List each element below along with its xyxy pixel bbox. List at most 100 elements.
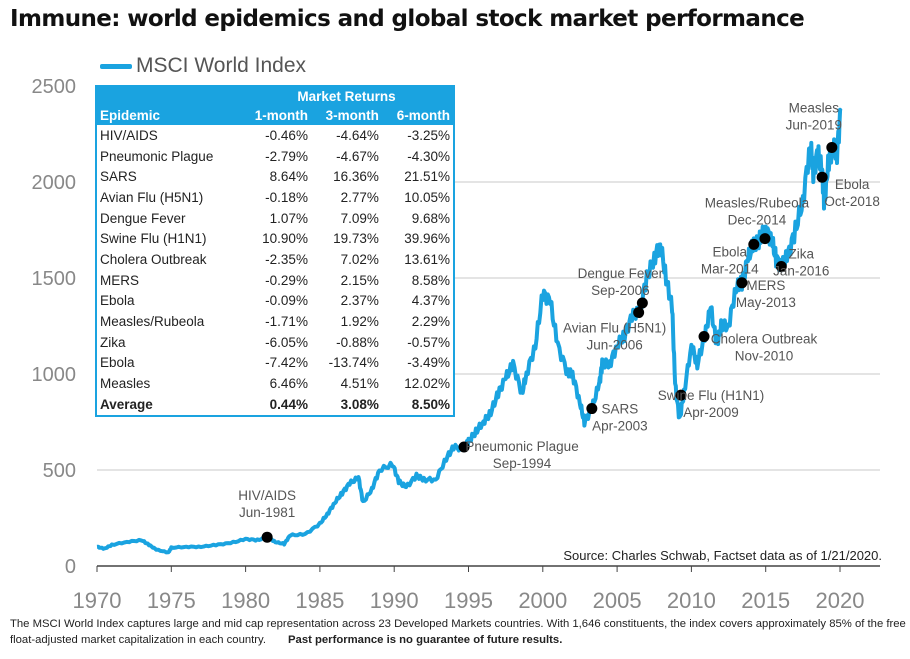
msci-world-index-line (96, 107, 843, 555)
epidemic-cell: SARS (100, 169, 137, 185)
legend: MSCI World Index (100, 54, 306, 78)
event-date: May-2013 (736, 295, 796, 310)
epidemic-cell: MERS (100, 272, 140, 288)
event-label: SARS (601, 402, 638, 417)
return-cell: 7.02% (340, 251, 379, 267)
return-cell: -0.88% (336, 334, 379, 350)
event-marker (261, 531, 273, 543)
return-cell: -4.64% (336, 127, 379, 143)
epidemic-cell: Cholera Outbreak (100, 251, 207, 267)
legend-label: MSCI World Index (136, 54, 306, 77)
event-marker (748, 238, 760, 250)
epidemic-cell: Average (100, 396, 153, 412)
return-cell: -7.42% (265, 355, 308, 371)
event-date: Mar-2014 (701, 261, 759, 276)
return-cell: -1.71% (265, 314, 308, 330)
epidemic-cell: Dengue Fever (100, 210, 186, 226)
chart-title: Immune: world epidemics and global stock… (10, 6, 805, 32)
x-tick-label: 1970 (73, 588, 122, 613)
table-row: SARS 8.64% 16.36% 21.51% (96, 166, 454, 187)
return-cell: 16.36% (333, 169, 379, 185)
return-cell: 8.64% (269, 169, 308, 185)
event-marker (826, 141, 838, 153)
event-date: Apr-2009 (683, 405, 739, 420)
return-cell: 21.51% (404, 169, 450, 185)
return-cell: 1.92% (340, 314, 379, 330)
event-label: Measles (789, 100, 840, 115)
event-marker (675, 389, 687, 401)
column-header: 1-month (240, 106, 311, 125)
return-cell: -0.09% (265, 293, 308, 309)
return-cell: -0.46% (265, 127, 308, 143)
x-tick-label: 2000 (518, 588, 567, 613)
event-date: Dec-2014 (728, 213, 787, 228)
epidemic-cell: Ebola (100, 293, 135, 309)
event-date: Oct-2018 (824, 194, 880, 209)
table-row: Cholera Outbreak -2.35% 7.02% 13.61% (96, 249, 454, 270)
event-marker (759, 233, 771, 245)
return-cell: -4.30% (407, 148, 450, 164)
return-cell: -0.29% (265, 272, 308, 288)
return-cell: 13.61% (404, 251, 450, 267)
table-row: Avian Flu (H5N1) -0.18% 2.77% 10.05% (96, 187, 454, 208)
epidemic-cell: Zika (100, 334, 126, 350)
x-tick-label: 1980 (221, 588, 270, 613)
event-marker (636, 297, 648, 309)
return-cell: 12.02% (404, 376, 450, 392)
epidemic-cell: HIV/AIDS (100, 127, 158, 143)
source-note: Source: Charles Schwab, Factset data as … (563, 548, 882, 563)
return-cell: -0.57% (407, 334, 450, 350)
table-row: HIV/AIDS -0.46% -4.64% -3.25% (96, 125, 454, 146)
y-tick-label: 1500 (32, 268, 77, 290)
event-date: Jan-2016 (773, 263, 829, 278)
x-tick-label: 2010 (667, 588, 716, 613)
y-tick-label: 0 (65, 556, 76, 578)
event-marker (458, 441, 470, 453)
column-header: Epidemic (96, 106, 241, 125)
x-tick-label: 1995 (444, 588, 493, 613)
return-cell: -3.49% (407, 355, 450, 371)
y-tick-label: 500 (43, 460, 76, 482)
x-tick-label: 2005 (593, 588, 642, 613)
event-date: Sep-1994 (493, 456, 552, 471)
table-row: MERS -0.29% 2.15% 8.58% (96, 270, 454, 291)
footnote-text: The MSCI World Index captures large and … (10, 618, 906, 646)
x-tick-label: 2020 (816, 588, 865, 613)
return-cell: -6.05% (265, 334, 308, 350)
event-marker (736, 277, 748, 289)
average-row: Average 0.44% 3.08% 8.50% (96, 394, 454, 416)
event-label: Ebola (713, 244, 748, 259)
epidemic-cell: Measles (100, 376, 151, 392)
return-cell: 39.96% (404, 231, 450, 247)
x-tick-label: 1990 (370, 588, 419, 613)
table-row: Dengue Fever 1.07% 7.09% 9.68% (96, 208, 454, 229)
return-cell: 6.46% (269, 376, 308, 392)
return-cell: 4.37% (411, 293, 450, 309)
footnote: The MSCI World Index captures large and … (10, 616, 910, 648)
return-cell: 2.37% (340, 293, 379, 309)
return-cell: -2.79% (265, 148, 308, 164)
return-cell: -3.25% (407, 127, 450, 143)
return-cell: 3.08% (340, 396, 379, 412)
event-label: Avian Flu (H5N1) (563, 321, 666, 336)
return-cell: 8.50% (411, 396, 450, 412)
group-header: Market Returns (240, 86, 454, 106)
epidemic-cell: Pneumonic Plague (100, 148, 214, 164)
event-marker (586, 403, 598, 415)
event-label: Swine Flu (H1N1) (658, 388, 765, 403)
table-row: Measles/Rubeola -1.71% 1.92% 2.29% (96, 311, 454, 332)
epidemic-cell: Avian Flu (H5N1) (100, 189, 204, 205)
table-row: Ebola -0.09% 2.37% 4.37% (96, 291, 454, 312)
return-cell: -13.74% (328, 355, 379, 371)
return-cell: 7.09% (340, 210, 379, 226)
event-date: Nov-2010 (735, 349, 794, 364)
table-row: Swine Flu (H1N1) 10.90% 19.73% 39.96% (96, 228, 454, 249)
return-cell: 19.73% (333, 231, 379, 247)
legend-swatch (100, 63, 132, 69)
return-cell: 4.51% (340, 376, 379, 392)
y-tick-label: 2000 (32, 172, 77, 194)
event-label: Zika (789, 246, 815, 261)
return-cell: 2.29% (411, 314, 450, 330)
